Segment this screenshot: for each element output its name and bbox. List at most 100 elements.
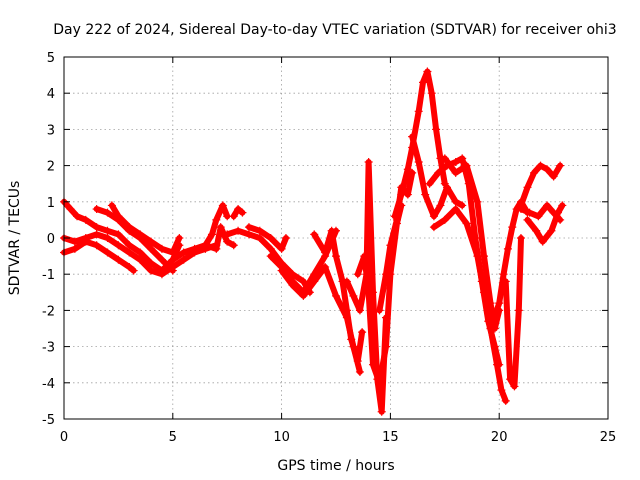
series-line-sat-x: [518, 162, 564, 209]
data-point-marker: [375, 378, 384, 387]
data-point-marker: [414, 157, 423, 166]
y-tick-label: 1: [47, 196, 55, 211]
data-point-marker: [229, 241, 238, 250]
data-point-marker: [506, 375, 515, 384]
data-point-marker: [255, 226, 264, 235]
data-point-marker: [107, 201, 116, 210]
data-point-marker: [73, 212, 82, 221]
series-line-sat-r: [409, 133, 466, 220]
data-point-marker: [425, 179, 434, 188]
data-point-marker: [223, 237, 232, 246]
y-tick-label: -1: [42, 268, 55, 283]
data-point-marker: [332, 291, 340, 300]
data-point-marker: [440, 215, 449, 224]
axis-ticks: -5 -4 -3 -2 -1 0 1 2 3 4 5 0 5 10 15 20 25: [42, 51, 616, 445]
data-point-marker: [266, 244, 275, 253]
data-point-marker: [451, 197, 460, 206]
data-point-marker: [218, 201, 227, 210]
data-point-marker: [103, 234, 112, 242]
y-tick-label: -5: [42, 413, 55, 428]
data-point-marker: [442, 183, 451, 192]
data-point-marker: [382, 342, 391, 351]
data-point-marker: [327, 226, 336, 235]
data-point-marker: [353, 270, 362, 279]
data-point-marker: [547, 226, 556, 235]
y-tick-label: 2: [47, 160, 55, 175]
data-point-marker: [503, 244, 512, 253]
data-point-marker: [440, 154, 449, 163]
data-point-marker: [234, 226, 243, 235]
series-line-sat-c: [61, 238, 137, 274]
data-point-marker: [419, 78, 428, 87]
data-point-marker: [147, 259, 156, 268]
data-point-marker: [342, 306, 351, 315]
data-point-marker: [92, 205, 101, 214]
data-point-marker: [281, 234, 290, 242]
data-point-marker: [136, 255, 145, 264]
data-point-marker: [190, 244, 199, 253]
x-tick-label: 10: [273, 430, 290, 445]
data-point-marker: [92, 223, 101, 232]
data-point-marker: [497, 386, 506, 395]
data-point-marker: [255, 234, 264, 242]
x-tick-label: 20: [491, 430, 508, 445]
data-point-marker: [427, 89, 436, 98]
series-line-sat-d: [93, 206, 176, 274]
data-point-marker: [486, 324, 495, 333]
data-point-marker: [125, 262, 134, 271]
data-point-marker: [229, 212, 238, 221]
data-point-marker: [92, 241, 101, 250]
series-line-sat-t: [430, 206, 509, 404]
data-point-marker: [288, 281, 297, 290]
data-point-marker: [168, 266, 177, 275]
data-point-marker: [408, 132, 417, 141]
data-point-marker: [549, 172, 558, 181]
data-point-marker: [81, 215, 90, 224]
data-point-marker: [429, 223, 438, 232]
data-point-marker: [147, 244, 156, 253]
y-tick-label: -4: [42, 377, 55, 392]
data-point-marker: [414, 107, 423, 116]
data-point-marker: [81, 237, 90, 246]
data-point-marker: [516, 234, 525, 242]
data-point-marker: [125, 248, 134, 257]
data-point-marker: [299, 277, 308, 286]
data-point-marker: [423, 67, 432, 76]
data-point-marker: [207, 230, 216, 239]
data-point-marker: [125, 241, 134, 250]
data-point-marker: [377, 407, 386, 416]
y-tick-label: 3: [47, 123, 55, 138]
data-point-marker: [493, 360, 502, 369]
data-point-marker: [360, 252, 369, 261]
data-point-marker: [353, 357, 362, 366]
chart-title: Day 222 of 2024, Sidereal Day-to-day VTE…: [53, 22, 616, 38]
data-point-marker: [212, 215, 221, 224]
x-tick-label: 15: [382, 430, 399, 445]
data-point-marker: [223, 230, 232, 239]
data-point-marker: [201, 241, 210, 250]
data-point-marker: [103, 226, 112, 235]
data-point-marker: [175, 234, 184, 242]
data-point-marker: [462, 219, 471, 228]
data-point-marker: [321, 248, 330, 257]
data-point-marker: [486, 299, 495, 308]
data-point-marker: [358, 328, 367, 337]
y-tick-label: -2: [42, 304, 55, 319]
data-point-marker: [556, 161, 565, 170]
data-point-marker: [157, 244, 166, 253]
data-point-marker: [368, 360, 377, 369]
data-point-marker: [558, 201, 567, 210]
data-point-marker: [543, 165, 552, 174]
data-point-marker: [321, 262, 330, 271]
data-point-marker: [403, 165, 412, 174]
data-point-marker: [66, 205, 75, 214]
series-line-sat-z: [524, 202, 566, 245]
data-point-marker: [299, 291, 308, 300]
data-point-marker: [382, 270, 391, 279]
data-point-marker: [451, 157, 460, 166]
data-point-marker: [458, 201, 467, 210]
data-point-marker: [168, 255, 177, 264]
data-point-marker: [530, 168, 539, 177]
data-point-marker: [514, 306, 523, 315]
